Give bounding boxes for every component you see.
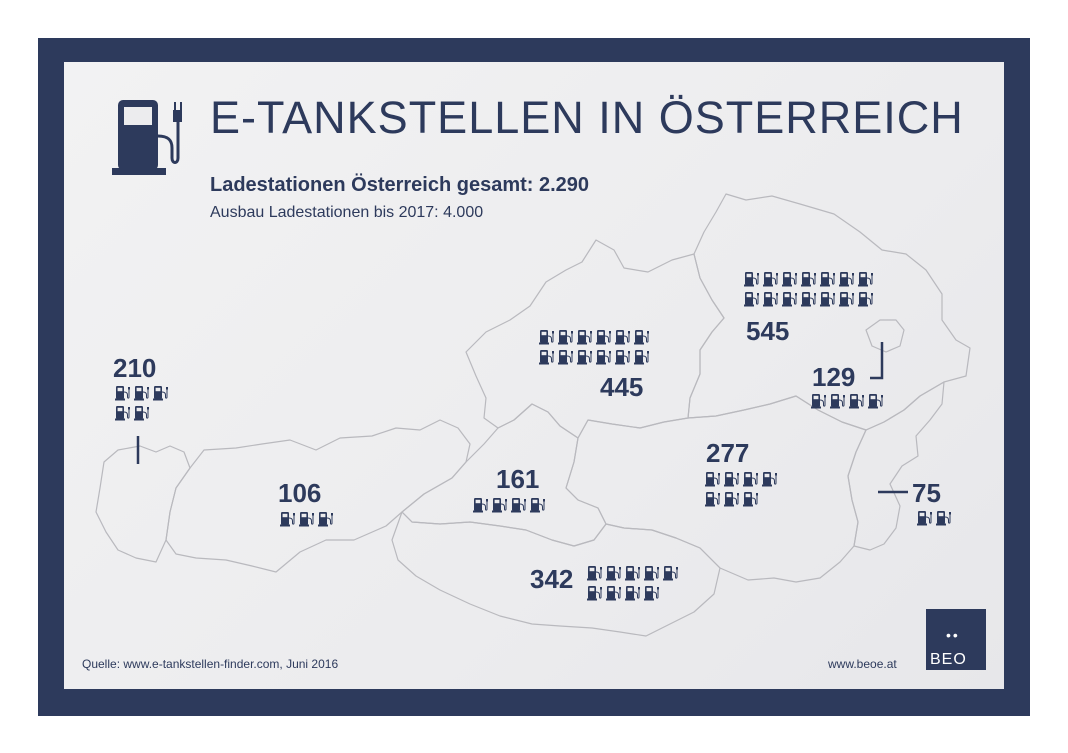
charging-pump-icon [704, 491, 721, 507]
charging-pump-icon [114, 405, 131, 421]
count-steiermark: 277 [706, 438, 749, 468]
charging-pump-icon [643, 565, 660, 581]
pumps-tirol [279, 511, 334, 527]
charging-pump-icon [317, 511, 334, 527]
charging-pump-icon [595, 329, 612, 345]
charging-pump-icon [605, 565, 622, 581]
region-steiermark [565, 395, 867, 583]
total-stations-text: Ladestationen Österreich gesamt: 2.290 [210, 174, 590, 196]
charging-pump-icon [114, 385, 131, 401]
charging-pump-icon [133, 405, 150, 421]
charging-pump-icon [152, 385, 169, 401]
leader-line-wien [870, 342, 884, 380]
charging-pump-icon [529, 497, 546, 513]
charging-pump-icon [643, 585, 660, 601]
charging-pump-icon [510, 497, 527, 513]
page-title: E-TANKSTELLEN IN ÖSTERREICH [210, 92, 964, 143]
charging-pump-icon [723, 471, 740, 487]
pumps-niederoesterreich [743, 271, 874, 307]
count-burgenland: 75 [912, 478, 941, 508]
region-vorarlberg [95, 445, 191, 563]
pumps-wien [810, 393, 884, 409]
count-wien: 129 [812, 362, 855, 392]
charging-pump-icon [916, 510, 933, 526]
charging-pump-icon [538, 349, 555, 365]
charging-pump-icon [857, 291, 874, 307]
charging-pump-icon [781, 271, 798, 287]
infographic-card [64, 62, 1004, 689]
charging-pump-icon [586, 565, 603, 581]
charging-pump-icon [279, 511, 296, 527]
charging-pump-icon [557, 349, 574, 365]
count-oberoesterreich: 445 [600, 372, 643, 402]
charging-pump-icon [472, 497, 489, 513]
pumps-kaernten [586, 565, 679, 601]
charging-pump-icon [133, 385, 150, 401]
source-note: Quelle: www.e-tankstellen-finder.com, Ju… [82, 657, 339, 671]
charging-pump-icon [662, 565, 679, 581]
logo-dots: •• [946, 627, 960, 643]
charging-pump-icon [800, 271, 817, 287]
charging-pump-icon [576, 349, 593, 365]
region-oberoesterreich [465, 239, 725, 439]
charging-pump-icon [819, 271, 836, 287]
charging-pump-icon [298, 511, 315, 527]
charging-pump-icon [781, 291, 798, 307]
charging-pump-icon [742, 491, 759, 507]
charging-pump-icon [633, 349, 650, 365]
pumps-burgenland [916, 510, 952, 526]
charging-pump-icon [762, 271, 779, 287]
charging-pump-icon [491, 497, 508, 513]
region-niederoesterreich [687, 193, 971, 431]
charging-pump-icon [538, 329, 555, 345]
pumps-vorarlberg [114, 385, 169, 421]
count-kaernten: 342 [530, 564, 573, 594]
charging-pump-icon [586, 585, 603, 601]
pumps-steiermark [704, 471, 778, 507]
charging-pump-icon [704, 471, 721, 487]
charging-pump-icon [605, 585, 622, 601]
count-vorarlberg: 210 [113, 353, 156, 383]
charging-pump-icon [857, 271, 874, 287]
charging-pump-icon [576, 329, 593, 345]
charging-pump-icon [761, 471, 778, 487]
charging-pump-icon [848, 393, 865, 409]
charging-pump-icon [819, 291, 836, 307]
charging-pump-icon [743, 291, 760, 307]
count-tirol: 106 [278, 478, 321, 508]
charging-pump-icon [743, 271, 760, 287]
charging-pump-icon [595, 349, 612, 365]
charging-pump-icon [838, 271, 855, 287]
charging-pump-icon [810, 393, 827, 409]
charging-pump-icon [614, 349, 631, 365]
charging-pump-icon [867, 393, 884, 409]
charging-pump-icon [624, 585, 641, 601]
charging-pump-icon [800, 291, 817, 307]
count-salzburg: 161 [496, 464, 539, 494]
pumps-oberoesterreich [538, 329, 650, 365]
count-niederoesterreich: 545 [746, 316, 789, 346]
target-stations-text: Ausbau Ladestationen bis 2017: 4.000 [210, 204, 484, 221]
charging-pump-icon [633, 329, 650, 345]
region-burgenland [847, 381, 945, 551]
charging-pump-icon [742, 471, 759, 487]
ev-charging-station-icon [112, 100, 182, 175]
beo-logo: •• BEO [926, 609, 986, 670]
charging-pump-icon [614, 329, 631, 345]
charging-pump-icon [829, 393, 846, 409]
logo-text: BEO [930, 651, 967, 668]
region-kaernten [391, 511, 721, 637]
charging-pump-icon [935, 510, 952, 526]
charging-pump-icon [762, 291, 779, 307]
charging-pump-icon [624, 565, 641, 581]
website-link[interactable]: www.beoe.at [828, 657, 897, 671]
charging-pump-icon [557, 329, 574, 345]
pumps-salzburg [472, 497, 546, 513]
charging-pump-icon [723, 491, 740, 507]
region-wien [865, 319, 905, 353]
charging-pump-icon [838, 291, 855, 307]
region-borders [95, 193, 971, 637]
